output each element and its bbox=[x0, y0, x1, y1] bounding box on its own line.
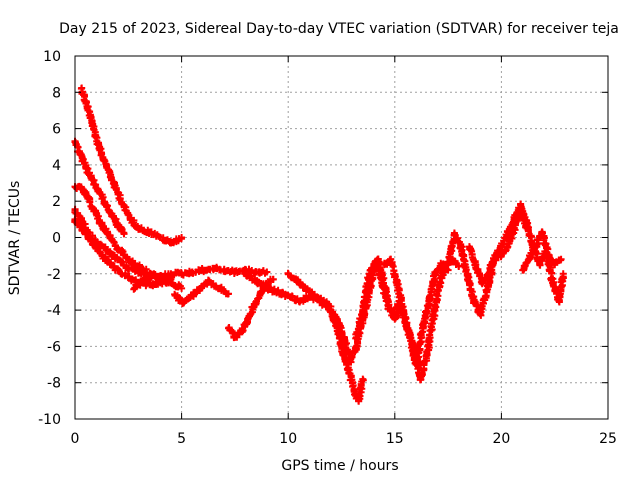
y-tick-label: 4 bbox=[52, 158, 61, 174]
y-tick-label: -4 bbox=[47, 303, 61, 319]
series-track-18 bbox=[497, 206, 567, 306]
series-trace bbox=[396, 256, 463, 384]
y-tick-label: 6 bbox=[52, 122, 61, 138]
x-tick-label: 25 bbox=[599, 431, 617, 447]
series-trace bbox=[520, 228, 565, 274]
x-tick-label: 5 bbox=[177, 431, 186, 447]
series-trace bbox=[352, 258, 404, 342]
series-track-5 bbox=[71, 215, 175, 290]
series-track-6 bbox=[130, 271, 173, 293]
series-trace bbox=[208, 280, 232, 298]
y-tick-label: 8 bbox=[52, 85, 61, 101]
y-tick-label: -10 bbox=[38, 412, 61, 428]
x-tick-label: 15 bbox=[386, 431, 404, 447]
x-tick-label: 20 bbox=[492, 431, 510, 447]
y-tick-label: -6 bbox=[47, 339, 61, 355]
series-track-1 bbox=[77, 84, 186, 247]
chart-title: Day 215 of 2023, Sidereal Day-to-day VTE… bbox=[59, 21, 619, 37]
series-track-19 bbox=[519, 228, 565, 274]
series-trace bbox=[171, 276, 212, 308]
y-tick-label: 2 bbox=[52, 194, 61, 210]
x-tick-label: 0 bbox=[71, 431, 80, 447]
y-tick-label: -8 bbox=[47, 376, 61, 392]
series-track-15 bbox=[396, 255, 463, 384]
series-track-8 bbox=[207, 280, 233, 298]
x-axis-label: GPS time / hours bbox=[281, 458, 398, 474]
y-tick-label: 10 bbox=[43, 49, 61, 65]
data-series bbox=[71, 84, 567, 405]
y-tick-label: 0 bbox=[52, 231, 61, 247]
y-tick-label: -2 bbox=[47, 267, 61, 283]
y-axis-label: SDTVAR / TECUs bbox=[7, 181, 23, 296]
series-trace bbox=[130, 271, 172, 293]
axis-ticks: 0 5 10 15 20 25 -10 -8 -6 -4 -2 0 2 4 6 8 10 bbox=[38, 49, 617, 447]
x-tick-label: 10 bbox=[279, 431, 297, 447]
series-trace bbox=[78, 84, 185, 247]
